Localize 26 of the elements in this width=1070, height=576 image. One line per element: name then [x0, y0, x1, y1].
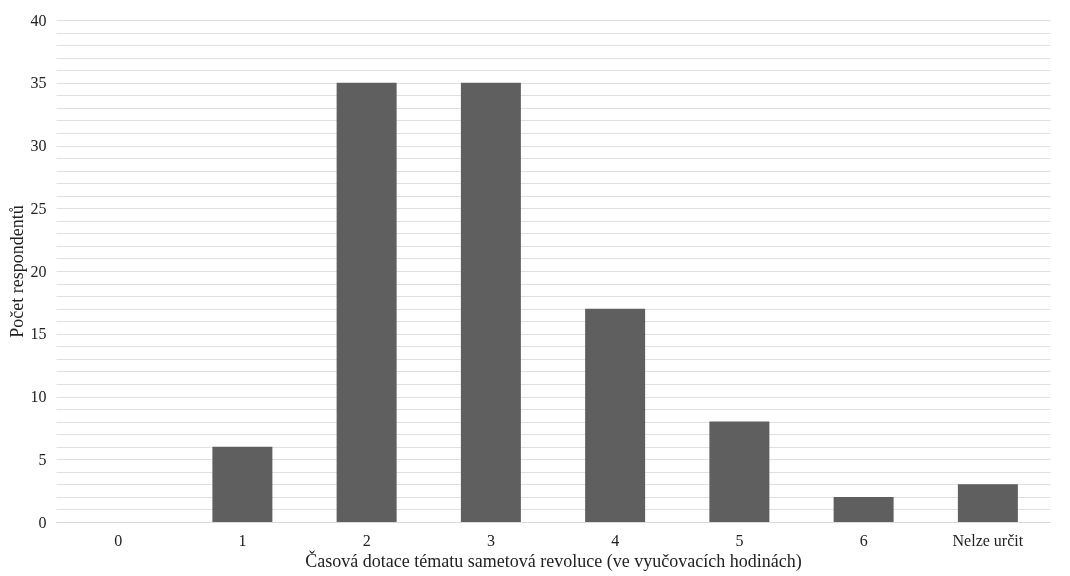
y-tick-label: 0: [38, 513, 47, 531]
y-tick-label: 25: [30, 199, 47, 217]
x-tick-label: 2: [362, 531, 371, 549]
bar: [336, 82, 397, 522]
y-tick-label: 5: [38, 450, 47, 468]
bar: [585, 308, 646, 522]
y-tick-label: 30: [30, 137, 47, 154]
x-axis-title: Časová dotace tématu sametová revoluce (ve vyučovacích hodinách): [305, 549, 802, 572]
y-tick-label: 40: [30, 11, 47, 29]
bar: [709, 421, 770, 522]
x-tick-label: 3: [486, 531, 495, 549]
bar: [957, 484, 1018, 522]
y-tick-label: 10: [30, 388, 47, 405]
x-tick-label: 6: [859, 531, 868, 549]
x-tick-label: 0: [114, 531, 123, 549]
bar: [460, 82, 521, 522]
x-tick-label: 4: [611, 531, 620, 549]
bar: [833, 496, 894, 522]
x-tick-label: 1: [238, 531, 247, 549]
bar: [212, 446, 273, 522]
x-tick-label: 5: [735, 531, 744, 549]
y-tick-label: 15: [30, 325, 47, 343]
y-tick-label: 35: [30, 74, 47, 92]
y-tick-label: 20: [30, 262, 47, 280]
x-tick-label: Nelze určit: [952, 531, 1024, 549]
y-axis-title: Počet respondentů: [6, 205, 27, 338]
